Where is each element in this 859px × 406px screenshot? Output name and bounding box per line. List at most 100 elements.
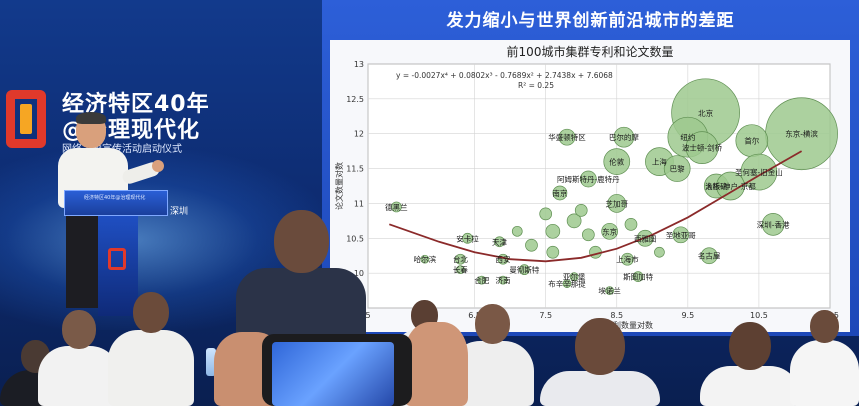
city-label: 深圳	[170, 207, 189, 217]
x-axis-label: 专利数量对数	[605, 320, 653, 330]
data-point	[511, 225, 523, 237]
data-point-label: 合肥	[474, 275, 489, 285]
data-point	[546, 245, 560, 259]
data-point-label: 大阪-神户-京都	[705, 181, 756, 191]
data-point-label: 上海	[652, 157, 667, 167]
data-point-label: 东京-横滨	[785, 129, 818, 139]
data-point	[603, 148, 631, 175]
y-tick-label: 11.5	[346, 165, 364, 174]
chart-title: 前100城市集群专利和论文数量	[507, 44, 674, 59]
data-point	[716, 171, 745, 201]
event-caption: 网络主题宣传活动启动仪式	[62, 144, 182, 155]
data-point	[545, 223, 561, 239]
data-point	[654, 246, 665, 258]
data-point-label: 圣何塞-旧金山	[735, 167, 783, 177]
data-point-label: 名古屋	[698, 251, 721, 261]
data-point-label: 华盛顿特区	[548, 132, 586, 142]
data-point	[574, 204, 588, 217]
data-point	[477, 275, 487, 285]
data-point-label: 长春	[453, 265, 468, 275]
x-tick-label: 9.5	[681, 311, 694, 320]
y-tick-label: 10	[354, 269, 364, 278]
y-tick-label: 11	[354, 199, 364, 208]
data-point	[607, 194, 627, 213]
data-point-label: 埃诺兰	[598, 286, 621, 296]
data-point	[562, 279, 572, 288]
data-point	[579, 170, 597, 188]
data-point-label: 斯图加特	[623, 272, 653, 282]
data-point-label: 上海市	[616, 254, 639, 264]
data-point-label: 安卡拉	[456, 233, 479, 243]
x-tick-label: 8.5	[610, 311, 623, 320]
data-point-label: 西安	[496, 254, 511, 264]
data-point	[605, 286, 615, 295]
data-point	[558, 128, 576, 146]
data-point	[621, 252, 634, 266]
phone-screen	[272, 342, 394, 406]
data-point	[525, 238, 538, 252]
data-point-label: 伦敦	[609, 157, 624, 167]
data-point	[391, 201, 402, 213]
data-point-label: 首尔	[744, 136, 759, 146]
data-point-label: 巴尔的摩	[609, 132, 639, 142]
water-bottle	[206, 348, 216, 376]
data-point	[566, 213, 582, 229]
data-point-label: 芝加哥	[606, 198, 629, 208]
data-point	[672, 226, 690, 244]
foreground-phone	[262, 334, 412, 406]
y-tick-label: 13	[354, 60, 364, 69]
slide-title: 发力缩小与世界创新前沿城市的差距	[446, 11, 735, 31]
data-point-label: 波士顿-剑桥	[682, 143, 723, 153]
x-tick-label: 6.5	[468, 311, 481, 320]
data-point-label: 圣地亚哥	[666, 230, 696, 240]
data-point	[539, 207, 553, 221]
y-tick-label: 12.5	[346, 95, 364, 104]
data-point	[613, 126, 635, 148]
data-point-label: 洛杉矶	[705, 181, 728, 191]
data-point	[498, 275, 508, 285]
data-point-label: 台北	[453, 254, 468, 264]
data-point	[420, 254, 430, 264]
data-point	[581, 228, 595, 242]
trendline-equation: y = -0.0027x⁴ + 0.0802x³ - 0.7689x² + 2.…	[396, 71, 613, 80]
data-point	[700, 247, 718, 265]
data-point	[685, 131, 719, 165]
data-point	[761, 212, 785, 236]
x-tick-label: 10.5	[750, 311, 768, 320]
data-point	[552, 185, 568, 201]
event-logo-icon	[6, 90, 46, 148]
data-point	[456, 265, 465, 275]
data-point-label: 巴黎	[670, 164, 686, 174]
data-point-label: 德黑兰	[385, 202, 408, 212]
x-tick-label: 5	[365, 311, 370, 320]
trendline-r2: R² = 0.25	[518, 81, 554, 90]
data-point-label: 纽约	[680, 132, 695, 142]
data-point-label: 北京	[698, 108, 714, 118]
data-point	[663, 155, 691, 182]
data-point-label: 曼彻斯特	[509, 265, 539, 275]
y-axis-label: 论文数量对数	[334, 162, 344, 210]
podium-label: 经济特区40年@治理现代化	[84, 195, 146, 201]
data-point	[519, 264, 530, 276]
data-point	[624, 217, 638, 231]
data-point	[632, 271, 644, 282]
data-point-label: 哈尔滨	[414, 254, 437, 264]
data-point	[494, 236, 505, 248]
data-point-label: 天津	[492, 238, 507, 247]
y-tick-label: 10.5	[346, 234, 364, 243]
data-point-label: 阿姆斯特丹-鹿特丹	[557, 174, 620, 184]
data-point-label: 深圳-香港	[757, 219, 790, 229]
data-point	[569, 272, 579, 281]
data-point-label: 布辛辛那提	[548, 279, 586, 289]
data-point-label: 东京	[602, 226, 618, 236]
podium: 经济特区40年@治理现代化	[64, 190, 168, 316]
scatter-chart: 前100城市集群专利和论文数量 5 6.5 7.5 8.5 9.5 10.5 11.5 10 10…	[334, 44, 839, 330]
data-point	[455, 253, 466, 265]
data-point	[462, 232, 473, 244]
trendline	[389, 150, 803, 263]
data-point-label: 西雅图	[634, 233, 657, 243]
data-point-label: 济南	[496, 275, 511, 285]
data-point-label: 南京	[552, 188, 567, 198]
x-tick-label: 7.5	[539, 311, 552, 320]
y-tick-label: 12	[354, 130, 364, 139]
